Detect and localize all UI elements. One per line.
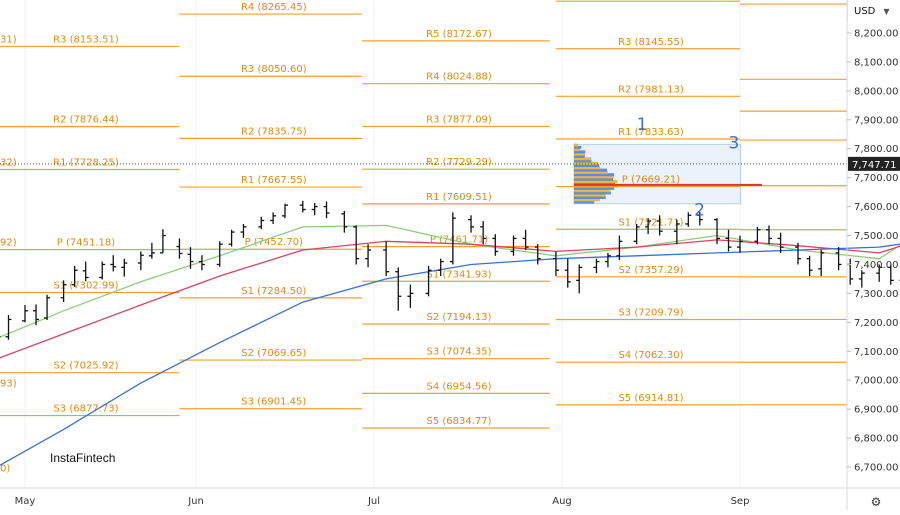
- y-tick-label: 7,900.00: [854, 115, 899, 126]
- pivot-label: R4 (8265.45): [241, 2, 307, 13]
- y-tick-label: 8,000.00: [854, 86, 899, 97]
- pivot-label: S2 (7025.92): [53, 361, 118, 372]
- x-tick-label: Jul: [367, 496, 380, 507]
- y-tick-label: 7,500.00: [854, 231, 899, 242]
- pivot-label: R4 (8024.88): [426, 72, 492, 83]
- pivot-label: R3 (8145.55): [618, 37, 684, 48]
- pivot-label: S3 (6901.45): [241, 397, 306, 408]
- x-tick-label: Aug: [552, 496, 572, 507]
- wave-label: 3: [729, 134, 740, 154]
- y-tick-label: 7,400.00: [854, 260, 899, 271]
- gear-icon[interactable]: ⚙: [868, 494, 884, 510]
- pivot-label: R3 (7877.09): [426, 114, 492, 125]
- pivot-label: S3 (7209.79): [618, 308, 683, 319]
- pivot-label-cutoff: 31): [0, 34, 17, 45]
- pivot-label: S3 (6877.73): [53, 404, 118, 415]
- last-price-label: 7,747.71: [852, 160, 897, 171]
- wave-label: 1: [637, 115, 648, 135]
- y-tick-label: 7,800.00: [854, 144, 899, 155]
- pivot-label: S1 (7284.50): [241, 286, 306, 297]
- profile-bar: [574, 144, 578, 147]
- pivot-label: R3 (8153.51): [53, 34, 119, 45]
- y-tick-label: 6,900.00: [854, 405, 899, 416]
- y-tick-label: 6,700.00: [854, 463, 899, 474]
- y-tick-label: 7,000.00: [854, 376, 899, 387]
- pivot-label: R3 (8050.60): [241, 64, 307, 75]
- x-tick-label: Sep: [731, 496, 750, 507]
- pivot-label: P (7451.18): [57, 238, 115, 249]
- pivot-label: S5 (6914.81): [618, 393, 683, 404]
- pivot-label-cutoff: 32): [0, 157, 17, 168]
- pivot-label: S5 (6834.77): [426, 416, 491, 427]
- y-tick-label: 6,800.00: [854, 434, 899, 445]
- pivot-label: R2 (7835.75): [241, 126, 307, 137]
- y-tick-label: 8,100.00: [854, 57, 899, 68]
- pivot-label-cutoff: 0): [0, 464, 10, 475]
- x-tick-label: Jun: [187, 496, 204, 507]
- y-tick-label: 7,600.00: [854, 202, 899, 213]
- y-tick-label: 7,700.00: [854, 173, 899, 184]
- pivot-label: R5 (8172.67): [426, 29, 492, 40]
- currency-selector[interactable]: USD ▼: [847, 0, 900, 22]
- pivot-label: R2 (7876.44): [53, 115, 119, 126]
- pivot-label: S4 (6954.56): [426, 381, 491, 392]
- pivot-label: P (7452.70): [245, 237, 303, 248]
- pivot-label: R1 (7833.63): [618, 127, 684, 138]
- pivot-label: R2 (7729.29): [426, 157, 492, 168]
- wave-label: 2: [694, 200, 705, 220]
- y-tick-label: 7,200.00: [854, 318, 899, 329]
- pivot-label: R2 (7981.13): [618, 84, 684, 95]
- pivot-label: S2 (7069.65): [241, 348, 306, 359]
- pivot-label: S2 (7357.29): [618, 265, 683, 276]
- pivot-label: S1 (7521.71): [618, 217, 683, 228]
- y-tick-label: 7,100.00: [854, 347, 899, 358]
- y-tick-label: 7,300.00: [854, 289, 899, 300]
- pivot-label: S2 (7194.13): [426, 312, 491, 323]
- pivot-label-cutoff: 93): [0, 378, 17, 389]
- watermark-logo: InstaFintech: [46, 448, 119, 468]
- pivot-label: R1 (7667.55): [241, 175, 307, 186]
- pivot-label: R1 (7728.25): [53, 157, 119, 168]
- currency-label: USD: [854, 6, 875, 17]
- pivot-label-cutoff: 92): [0, 238, 17, 249]
- y-tick-label: 8,200.00: [854, 29, 899, 40]
- pivot-label: S3 (7074.35): [426, 347, 491, 358]
- x-tick-label: May: [15, 496, 36, 507]
- pivot-label: R1 (7609.51): [426, 192, 492, 203]
- pivot-label: S4 (7062.30): [618, 350, 683, 361]
- chevron-down-icon: ▼: [883, 7, 889, 16]
